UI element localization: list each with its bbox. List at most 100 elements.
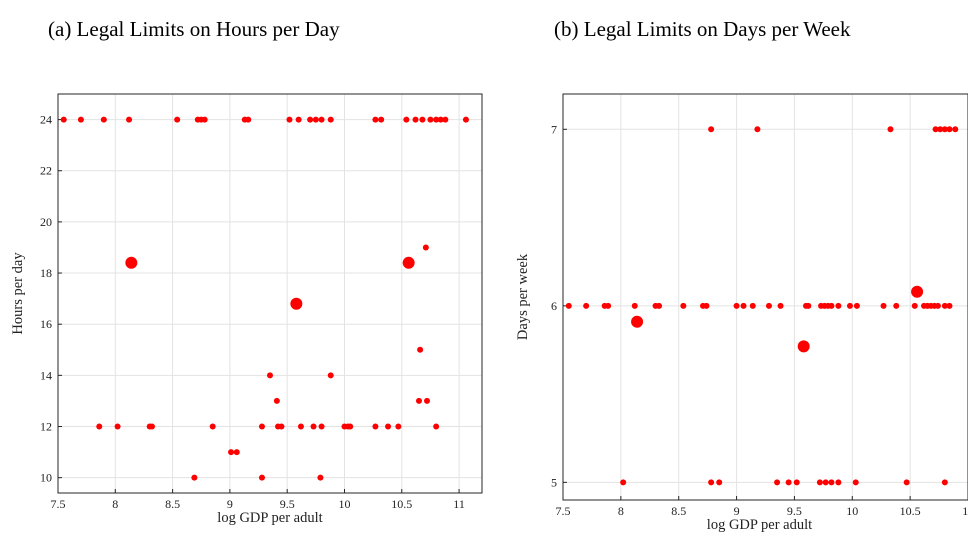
chart-b-xtick-label: 7.5 [556, 504, 571, 518]
chart-b-data-point [852, 479, 859, 486]
chart-a-data-point [318, 116, 325, 123]
chart-a-ytick-label: 22 [40, 164, 52, 178]
chart-b-data-point [605, 302, 612, 309]
chart-a-data-point [417, 346, 424, 353]
chart-a-data-point [312, 116, 319, 123]
chart-b-data-point [822, 479, 829, 486]
chart-b-data-point [680, 302, 687, 309]
chart-a-data-point [412, 116, 419, 123]
chart-a-ytick-label: 12 [40, 420, 52, 434]
chart-a-data-point [433, 116, 440, 123]
chart-a-data-point [442, 116, 449, 123]
chart-a-xlabel: log GDP per adult [217, 510, 322, 526]
chart-b-xtick-label: 8 [618, 504, 624, 518]
chart-a-ytick-label: 14 [40, 368, 52, 382]
chart-b-data-point [583, 302, 590, 309]
chart-a-data-point [77, 116, 84, 123]
chart-a-data-point [295, 116, 302, 123]
chart-a-data-point [297, 423, 304, 430]
chart-b-xtick-label: 11 [962, 504, 968, 518]
chart-b-ytick-label: 5 [551, 475, 557, 489]
chart-a-xtick-label: 10.5 [391, 497, 412, 511]
chart-b-data-point [703, 302, 710, 309]
chart-b-data-point [932, 126, 939, 133]
chart-b: 7.5 8 8.5 9 9.5 10 10.5 11 5 6 7 log GDP per adult D… [515, 93, 968, 533]
chart-a: 7.5 8 8.5 9 9.5 10 10.5 11 10 12 14 16 18 20 22 24 log G… [10, 93, 483, 526]
chart-a-ytick-label: 18 [40, 266, 52, 280]
chart-b-data-point [941, 302, 948, 309]
chart-a-xtick-label: 7.5 [51, 497, 66, 511]
chart-a-ytick-label: 20 [40, 215, 52, 229]
chart-a-data-point [245, 116, 252, 123]
chart-a-data-point [273, 397, 280, 404]
chart-a-ylabel: Hours per day [10, 252, 26, 335]
chart-a-average-point [290, 297, 303, 310]
chart-b-data-point [631, 302, 638, 309]
chart-a-data-point [114, 423, 121, 430]
chart-a-data-point [258, 423, 265, 430]
chart-b-data-point [716, 479, 723, 486]
chart-a-data-point [415, 397, 422, 404]
chart-a-data-point [96, 423, 103, 430]
chart-b-data-point [846, 302, 853, 309]
chart-a-data-point [317, 474, 324, 481]
chart-a-data-point [286, 116, 293, 123]
chart-b-xtick-label: 10 [846, 504, 858, 518]
chart-b-xtick-label: 10.5 [900, 504, 921, 518]
chart-b-data-point [774, 479, 781, 486]
chart-a-data-point [60, 116, 67, 123]
chart-b-data-point [937, 126, 944, 133]
chart-a-average-point [402, 256, 415, 269]
chart-a-data-point [267, 372, 273, 379]
chart-a-data-point [372, 116, 379, 123]
chart-a-data-point [433, 423, 440, 430]
chart-b-xtick-label: 9.5 [787, 504, 802, 518]
chart-a-data-point [372, 423, 379, 430]
chart-a-data-point [422, 244, 429, 251]
chart-a-data-point [318, 423, 325, 430]
chart-a-data-point [126, 116, 133, 123]
chart-b-data-point [887, 126, 894, 133]
chart-a-data-point [233, 449, 240, 456]
chart-b-data-point [941, 479, 948, 486]
chart-a-data-point [327, 116, 334, 123]
chart-b-data-point [893, 302, 900, 309]
chart-a-data-point [307, 116, 314, 123]
chart-b-data-point [835, 302, 842, 309]
plots: 7.5 8 8.5 9 9.5 10 10.5 11 10 12 14 16 18 20 22 24 log G… [10, 93, 968, 533]
chart-b-data-point [793, 479, 800, 486]
chart-a-data-point [437, 116, 444, 123]
chart-b-data-point [941, 126, 948, 133]
chart-b-data-point [805, 302, 812, 309]
chart-a-plot-frame [57, 93, 483, 494]
chart-b-data-point [733, 302, 740, 309]
chart-b-ytick-label: 6 [551, 299, 557, 313]
chart-b-data-point [777, 302, 784, 309]
chart-a-data-point [378, 116, 385, 123]
chart-a-data-point [100, 116, 107, 123]
chart-a-data-point [427, 116, 434, 123]
chart-b-data-point [749, 302, 756, 309]
chart-b-data-point [740, 302, 747, 309]
chart-a-ytick-label: 24 [40, 113, 52, 127]
chart-a-data-point [347, 423, 354, 430]
chart-a-data-point [310, 423, 317, 430]
chart-a-data-point [385, 423, 392, 430]
chart-b-xtick-label: 8.5 [671, 504, 686, 518]
chart-b-data-point [565, 302, 572, 309]
chart-a-data-point [258, 474, 265, 481]
chart-a-xtick-label: 9.5 [280, 497, 295, 511]
chart-b-data-point [828, 302, 835, 309]
chart-b-data-point [853, 302, 860, 309]
chart-a-data-point [419, 116, 426, 123]
chart-a-ytick-label: 16 [40, 317, 52, 331]
chart-b-data-point [785, 479, 792, 486]
chart-b-average-point [797, 340, 810, 353]
chart-b-data-point [880, 302, 887, 309]
chart-b-data-point [903, 479, 910, 486]
chart-b-data-point [656, 302, 663, 309]
chart-a-xtick-label: 10 [338, 497, 350, 511]
chart-b-data-point [708, 479, 715, 486]
chart-a-xtick-label: 8.5 [165, 497, 180, 511]
